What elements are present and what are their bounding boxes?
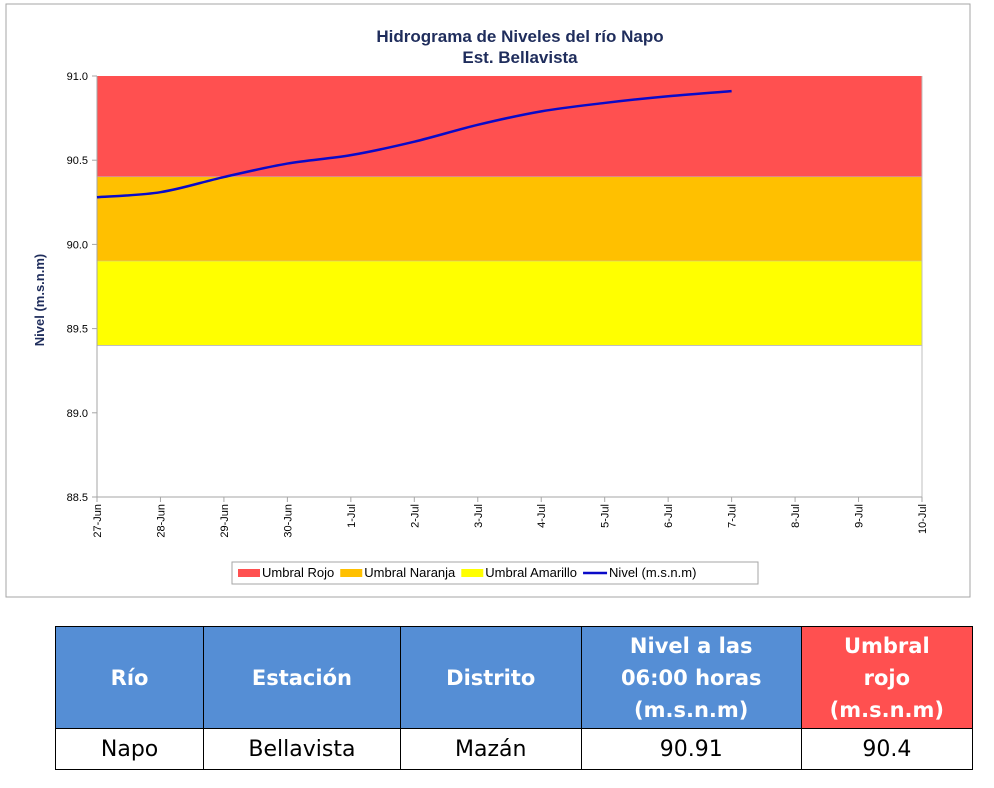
y-tick-label: 89.5 [67,324,88,336]
x-tick-label: 1-Jul [346,504,358,528]
x-tick-label: 7-Jul [727,504,739,528]
x-tick-label: 29-Jun [219,504,231,538]
x-tick-label: 9-Jul [854,504,866,528]
chart-title: Hidrograma de Niveles del río Napo [376,27,663,46]
x-tick-label: 10-Jul [917,504,929,534]
data-row: Napo Bellavista Mazán 90.91 90.4 [54,728,974,770]
x-tick-label: 2-Jul [409,504,421,528]
threshold-band [97,177,922,262]
legend-label: Umbral Rojo [262,565,334,580]
x-tick-label: 6-Jul [663,504,675,528]
cell: 90.91 [580,728,802,770]
legend-label: Nivel (m.s.n.m) [609,565,696,580]
header-cell: Nivel a las 06:00 horas (m.s.n.m) [580,626,802,729]
x-tick-label: 8-Jul [790,504,802,528]
threshold-band [97,76,922,178]
x-tick-label: 28-Jun [155,504,167,538]
x-tick-label: 27-Jun [92,504,104,538]
legend-label: Umbral Naranja [364,565,456,580]
header-cell: Umbral rojo (m.s.n.m) [800,626,974,729]
cell: 90.4 [800,728,974,770]
cell: Mazán [399,728,582,770]
threshold-band [97,261,922,346]
y-tick-label: 89.0 [67,408,88,420]
legend-label: Umbral Amarillo [485,565,577,580]
legend-swatch [340,569,363,577]
header-cell: Distrito [399,626,582,729]
legend-swatch [238,569,260,577]
series-line [96,89,732,199]
chart-subtitle: Est. Bellavista [462,48,578,67]
x-tick-label: 3-Jul [473,504,485,528]
legend-swatch [461,569,484,577]
x-tick-label: 30-Jun [282,504,294,538]
header-cell: Estación [203,626,401,729]
x-tick-label: 4-Jul [536,504,548,528]
y-tick-label: 88.5 [67,492,88,504]
y-tick-label: 90.5 [67,155,88,167]
header-row: Río Estación Distrito Nivel a las 06:00 … [54,626,974,729]
table: Río Estación Distrito Nivel a las 06:00 … [54,626,974,770]
y-tick-label: 91.0 [67,71,88,83]
x-tick-label: 5-Jul [600,504,612,528]
chart: Hidrograma de Niveles del río Napo Est. … [5,3,971,598]
cell: Bellavista [203,728,401,770]
legend-frame [231,561,759,585]
y-tick-label: 90.0 [67,239,88,251]
cell: Napo [54,728,205,770]
y-axis-label: Nivel (m.s.n.m) [32,254,47,346]
header-cell: Río [54,626,205,729]
